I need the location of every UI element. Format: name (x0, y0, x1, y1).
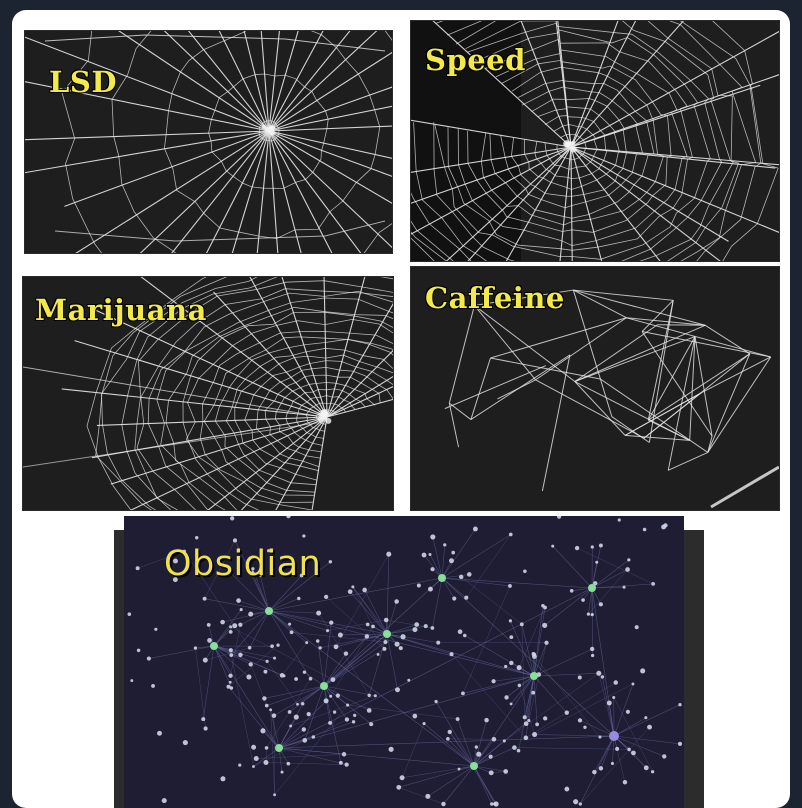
speed-label: Speed (425, 43, 526, 77)
speed-web-drawing (411, 21, 779, 261)
speed-web-photo: Speed (410, 20, 780, 262)
marijuana-label: Marijuana (35, 293, 207, 327)
lsd-web-photo: LSD (24, 30, 393, 254)
lsd-label: LSD (49, 65, 117, 99)
marijuana-web-drawing (23, 277, 393, 510)
graph-left-strip (114, 530, 126, 808)
obsidian-graph-view: Obsidian (124, 516, 684, 808)
caffeine-web-photo: Caffeine (410, 266, 780, 511)
marijuana-web-photo: Marijuana (22, 276, 394, 511)
caffeine-label: Caffeine (425, 281, 565, 315)
meme-card: LSD Speed Marijuana Caffeine Obsidian (12, 10, 790, 808)
caffeine-web-drawing (444, 289, 779, 509)
obsidian-graph-drawing (127, 516, 683, 807)
lsd-web-drawing (25, 31, 392, 253)
graph-right-strip (684, 530, 704, 808)
obsidian-label: Obsidian (164, 544, 322, 584)
